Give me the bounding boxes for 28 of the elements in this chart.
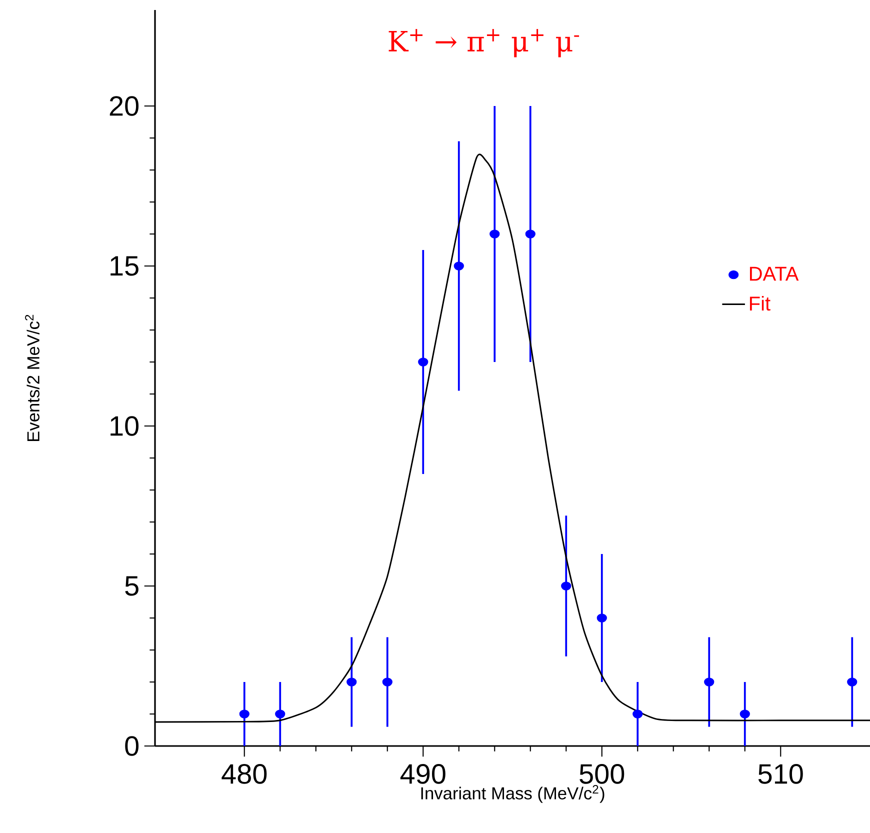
x-tick-label: 500 <box>580 764 624 784</box>
point <box>490 230 500 238</box>
text: K$^{+}$ → π$^{+}$ μ$^{+}$ μ$^{-}$ <box>388 29 580 58</box>
point <box>346 678 357 686</box>
point <box>275 710 286 718</box>
legend-label: DATA <box>750 266 799 281</box>
y-axis-title: Events/2 MeV/c$^{2}$ <box>25 314 40 441</box>
y-tick-label: 0 <box>125 736 139 756</box>
x-axis-title: Invariant Mass (MeV/c$^{2}$) <box>421 785 604 803</box>
point <box>418 358 428 366</box>
y-tick-label: 20 <box>110 96 139 116</box>
point <box>847 678 858 686</box>
x-tick-label: 510 <box>758 764 803 784</box>
point <box>704 678 714 686</box>
x-tick-label: 490 <box>400 764 446 784</box>
point <box>525 230 536 238</box>
point <box>740 710 750 718</box>
y-tick-label: 10 <box>110 416 139 436</box>
point <box>382 678 392 686</box>
point <box>561 582 572 590</box>
y-tick-label: 5 <box>125 576 138 596</box>
point <box>596 614 607 622</box>
y-tick-label: 15 <box>110 256 138 276</box>
legend-label: Fit <box>750 296 770 311</box>
point <box>632 710 643 718</box>
x-tick-label: 480 <box>222 764 267 784</box>
point <box>454 262 464 270</box>
point <box>239 710 250 718</box>
